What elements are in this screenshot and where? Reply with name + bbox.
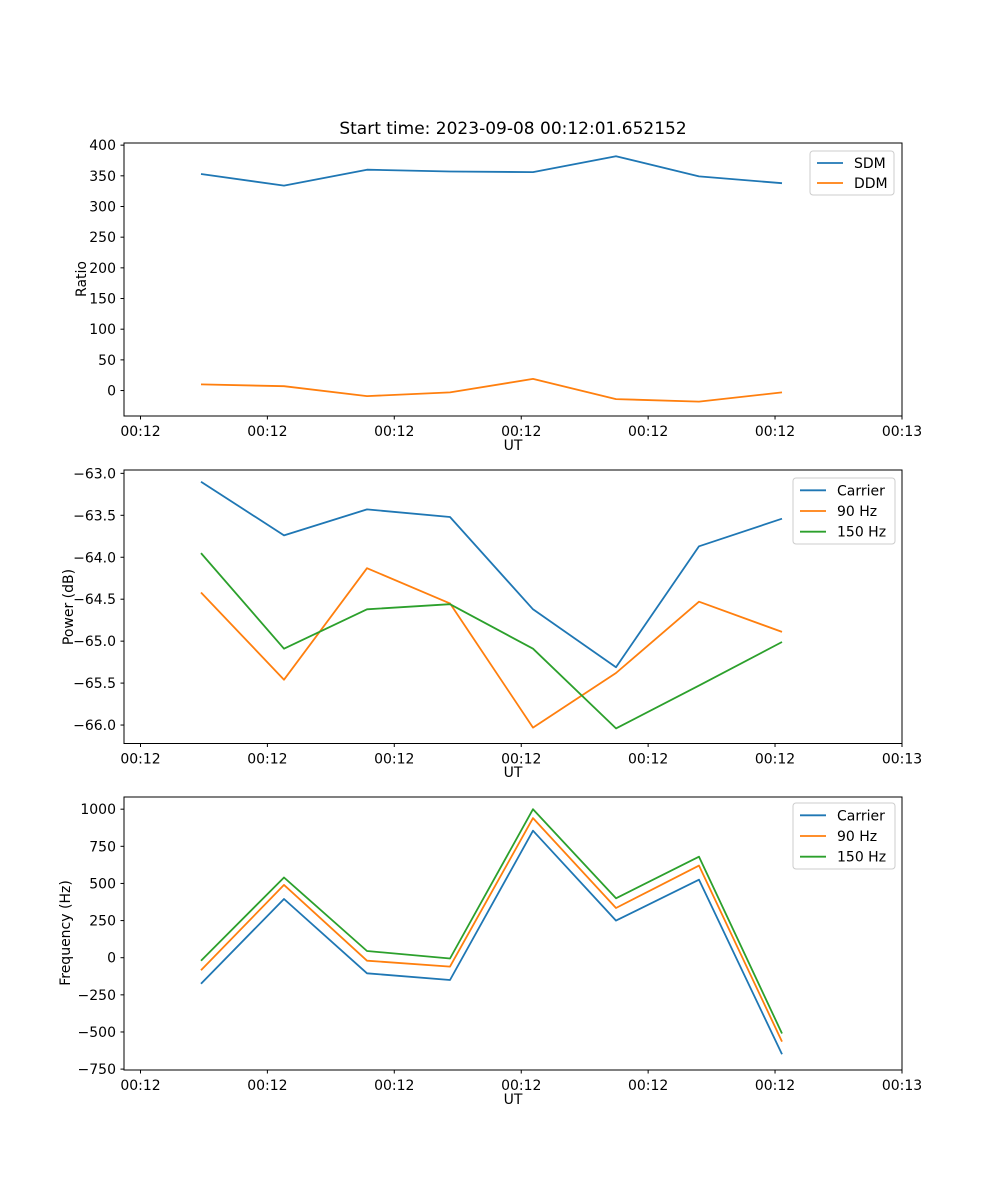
y-tick-label: 500 [89,876,116,892]
y-tick-label: −500 [78,1025,116,1041]
x-tick-label: 00:12 [501,752,541,768]
x-axis-label-ut-2: UT [503,765,523,781]
x-tick-label: 00:12 [501,1078,541,1094]
legend-label-carrier: Carrier [837,483,885,499]
legend-box [792,477,896,545]
y-tick-label: −63.0 [73,466,116,482]
y-tick-label: 50 [98,353,116,369]
x-tick-label: 00:12 [755,424,795,440]
x-tick-label: 00:12 [755,1078,795,1094]
y-tick-label: −65.0 [73,634,116,650]
y-tick-label: 250 [89,230,116,246]
y-tick-label: −65.5 [73,676,116,692]
plot-frame [123,796,903,1071]
x-tick-label: 00:13 [882,424,922,440]
chart-1: 400 350 300 250 200 150 100 50 0 00:12 00:12 00:12 0… [89,138,922,440]
y-tick-label: 100 [89,322,116,338]
x-tick-label: 00:12 [374,752,414,768]
series-line-90-hz [200,567,783,729]
x-tick-label: 00:12 [628,752,668,768]
y-tick-label: −66.0 [73,718,116,734]
y-axis-label-ratio: Ratio [74,261,90,297]
x-tick-label: 00:12 [120,752,160,768]
x-tick-label: 00:12 [374,424,414,440]
legend-label-carrier: Carrier [837,808,885,824]
y-tick-label: −63.5 [73,508,116,524]
y-tick-label: 300 [89,199,116,215]
x-tick-label: 00:12 [247,424,287,440]
x-tick-label: 00:12 [120,424,160,440]
legend-label-sdm: SDM [854,156,886,172]
x-tick-label: 00:12 [374,1078,414,1094]
x-tick-label: 00:12 [501,424,541,440]
x-tick-label: 00:12 [247,1078,287,1094]
series-line-ddm [200,377,783,403]
legend: Carrier 90 Hz 150 Hz [792,477,896,545]
legend: SDM DDM [809,150,895,196]
y-tick-label: 400 [89,138,116,154]
series-line-150-hz [200,808,783,1034]
series-line-150-hz [200,552,783,730]
y-tick-label: −750 [78,1062,116,1078]
x-tick-label: 00:12 [247,752,287,768]
plot-frame [123,142,903,417]
y-tick-label: −64.5 [73,592,116,608]
y-tick-label: −250 [78,988,116,1004]
y-axis-label-frequency: Frequency (Hz) [58,880,74,986]
plot-frame [123,469,903,744]
y-tick-label: 250 [89,914,116,930]
series-line-90-hz [200,817,783,1042]
chart-2: −63.0 −63.5 −64.0 −64.5 −65.0 −65.5 −66.0 00:12… [73,466,922,767]
x-tick-label: 00:13 [882,1078,922,1094]
x-tick-label: 00:12 [120,1078,160,1094]
legend: Carrier 90 Hz 150 Hz [792,802,896,870]
x-tick-label: 00:12 [628,424,668,440]
x-tick-label: 00:12 [755,752,795,768]
y-tick-label: 200 [89,261,116,277]
series-line-carrier [200,480,783,669]
x-axis-label-ut-3: UT [503,1092,523,1108]
y-tick-label: −64.0 [73,550,116,566]
y-tick-label: 1000 [80,802,116,818]
x-axis-label-ut-1: UT [503,438,523,454]
x-tick-label: 00:13 [882,752,922,768]
legend-label-150-hz: 150 Hz [837,850,886,866]
y-axis-label-power: Power (dB) [61,568,77,646]
y-tick-label: 0 [107,384,116,400]
y-tick-label: 750 [89,839,116,855]
legend-box [792,802,896,870]
legend-label-90-hz: 90 Hz [837,504,877,520]
y-tick-label: 350 [89,169,116,185]
legend-box [809,150,895,196]
figure-title: Start time: 2023-09-08 00:12:01.652152 [339,119,687,139]
y-tick-label: 0 [107,951,116,967]
legend-label-90-hz: 90 Hz [837,829,877,845]
y-tick-label: 150 [89,292,116,308]
x-tick-label: 00:12 [628,1078,668,1094]
legend-label-ddm: DDM [854,176,888,192]
series-line-carrier [200,829,783,1055]
legend-label-150-hz: 150 Hz [837,525,886,541]
series-line-sdm [200,155,783,187]
